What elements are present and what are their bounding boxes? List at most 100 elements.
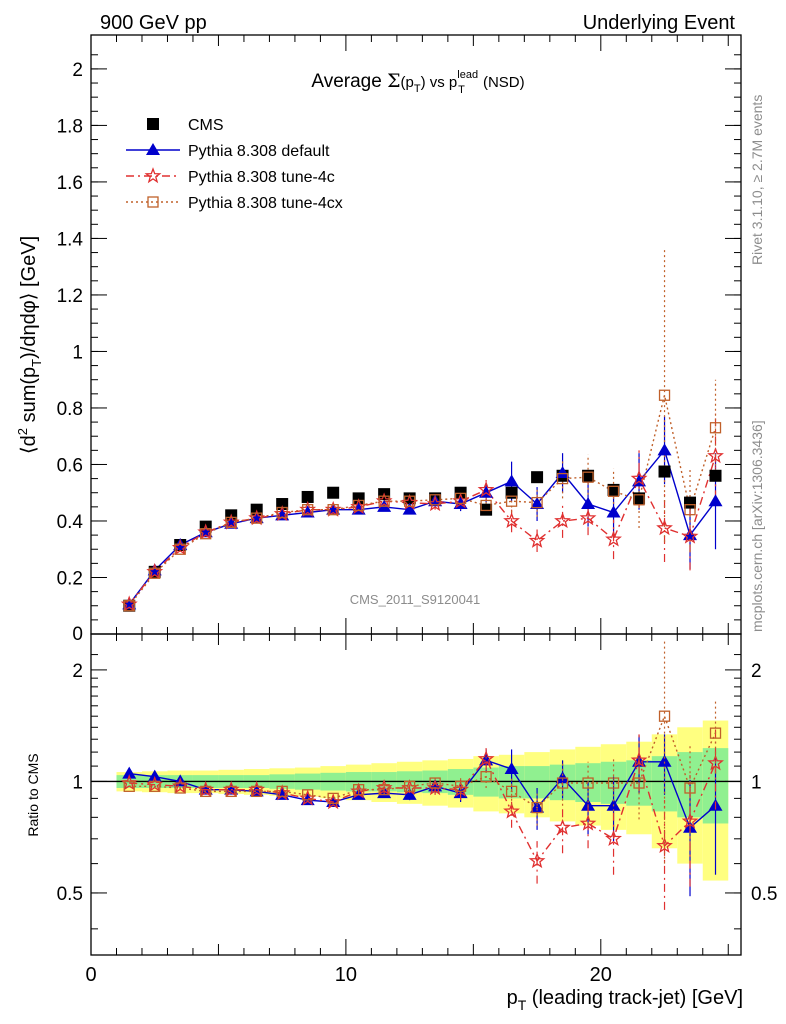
series-solid [128,416,717,605]
ratio-point [149,780,161,792]
y-tick-label: 0.6 [57,455,83,476]
data-point [301,490,314,503]
data-point [225,516,237,529]
header-left: 900 GeV pp [100,12,207,34]
series-line [128,448,717,605]
main-title: Average Σ(pT) vs plead T (NSD) [311,69,524,96]
data-point [402,502,417,515]
ratio-uncertainty-bands [116,720,729,881]
analysis-watermark: CMS_2011_S9120041 [350,592,481,607]
data-point [454,492,467,505]
y-tick-label: 0.4 [57,512,84,533]
data-point [528,531,546,548]
ratio-point [147,769,162,782]
data-point [327,486,340,499]
legend-label: Pythia 8.308 tune-4c [188,169,335,186]
data-point [633,494,645,506]
x-axis-label: pT (leading track-jet) [GeV] [507,987,743,1013]
data-point [709,422,722,434]
ratio-point [531,801,543,814]
data-point [656,519,673,536]
ratio-point [505,785,518,798]
data-point [302,504,314,516]
data-point [630,469,648,486]
ratio-panel-axes: 0.5 0.51 12 20 10 20 [57,633,777,986]
ratio-point [429,777,441,789]
series-markers-dashdot [120,447,724,612]
legend-entry: Pythia 8.308 tune-4cx [126,195,343,212]
data-point [581,497,596,510]
ratio-point [276,785,288,798]
ratio-point [403,780,416,792]
ratio-series-line [129,714,717,809]
y-tick-label: 0.8 [57,399,83,420]
ratio-point [123,780,135,792]
ratio-point [122,766,137,779]
data-point [503,512,520,529]
ratio-point [225,785,237,798]
ratio-point [477,749,495,767]
series-markers-dotted [123,389,722,612]
y-tick-label: 1.8 [57,116,83,137]
data-point [530,497,545,510]
ratio-point [554,818,571,835]
series-dotted [128,248,717,607]
y-tick-label: 2 [751,661,762,682]
ratio-point [633,777,645,789]
ratio-point [607,777,620,789]
data-point [251,512,263,524]
data-point [709,469,722,482]
legend-label: CMS [188,117,224,134]
ratio-point [709,727,722,739]
ratio-point [605,829,622,847]
ratio-point [352,784,365,796]
ratio-point [656,837,673,853]
ratio-point [684,782,696,794]
x-tick-label: 10 [335,964,357,986]
ratio-point [327,792,339,805]
legend-label: Pythia 8.308 default [188,143,330,160]
ratio-point [528,852,546,869]
ratio-point [530,800,545,813]
ratio-point [657,754,672,767]
legend: CMS Pythia 8.308 default Pythia 8.308 tune… [126,117,343,212]
data-point [582,471,594,483]
legend-entry: Pythia 8.308 tune-4c [126,167,335,186]
legend-marker [146,143,160,155]
ratio-point [504,762,519,775]
series-data [123,465,722,612]
legend-marker [147,196,159,208]
data-point [174,543,186,555]
ratio-point [503,802,520,819]
ratio-point [556,777,569,789]
data-point [707,447,724,464]
ratio-point [378,784,390,796]
main-y-axis-label: ⟨d2 sum(pT)/dηdφ⟩ [GeV] [15,236,44,454]
ratio-point [174,782,186,794]
ratio-series-dotted [123,640,722,864]
data-point [505,486,518,499]
x-tick-label: 0 [85,964,96,986]
y-tick-label: 1.4 [57,229,84,250]
ratio-point [200,785,212,798]
data-point [480,499,492,512]
data-point [480,503,493,516]
y-tick-label: 0.5 [751,884,777,905]
ratio-point [251,785,263,798]
legend-entry: CMS [147,117,224,134]
y-tick-label: 2 [72,661,83,682]
series-markers-solid [122,443,723,610]
data-point [658,389,671,401]
data-point [607,485,620,497]
data-point [556,472,569,485]
y-tick-label-zero: 0 [72,624,83,645]
y-tick-label: 0.5 [57,884,83,905]
data-point [428,494,443,507]
data-point [505,495,518,507]
ratio-point [302,789,314,801]
legend-entry: Pythia 8.308 default [126,143,330,160]
ratio-point [555,771,570,784]
ratio-point [454,780,467,792]
ratio-point [480,771,492,783]
legend-marker [147,118,159,130]
